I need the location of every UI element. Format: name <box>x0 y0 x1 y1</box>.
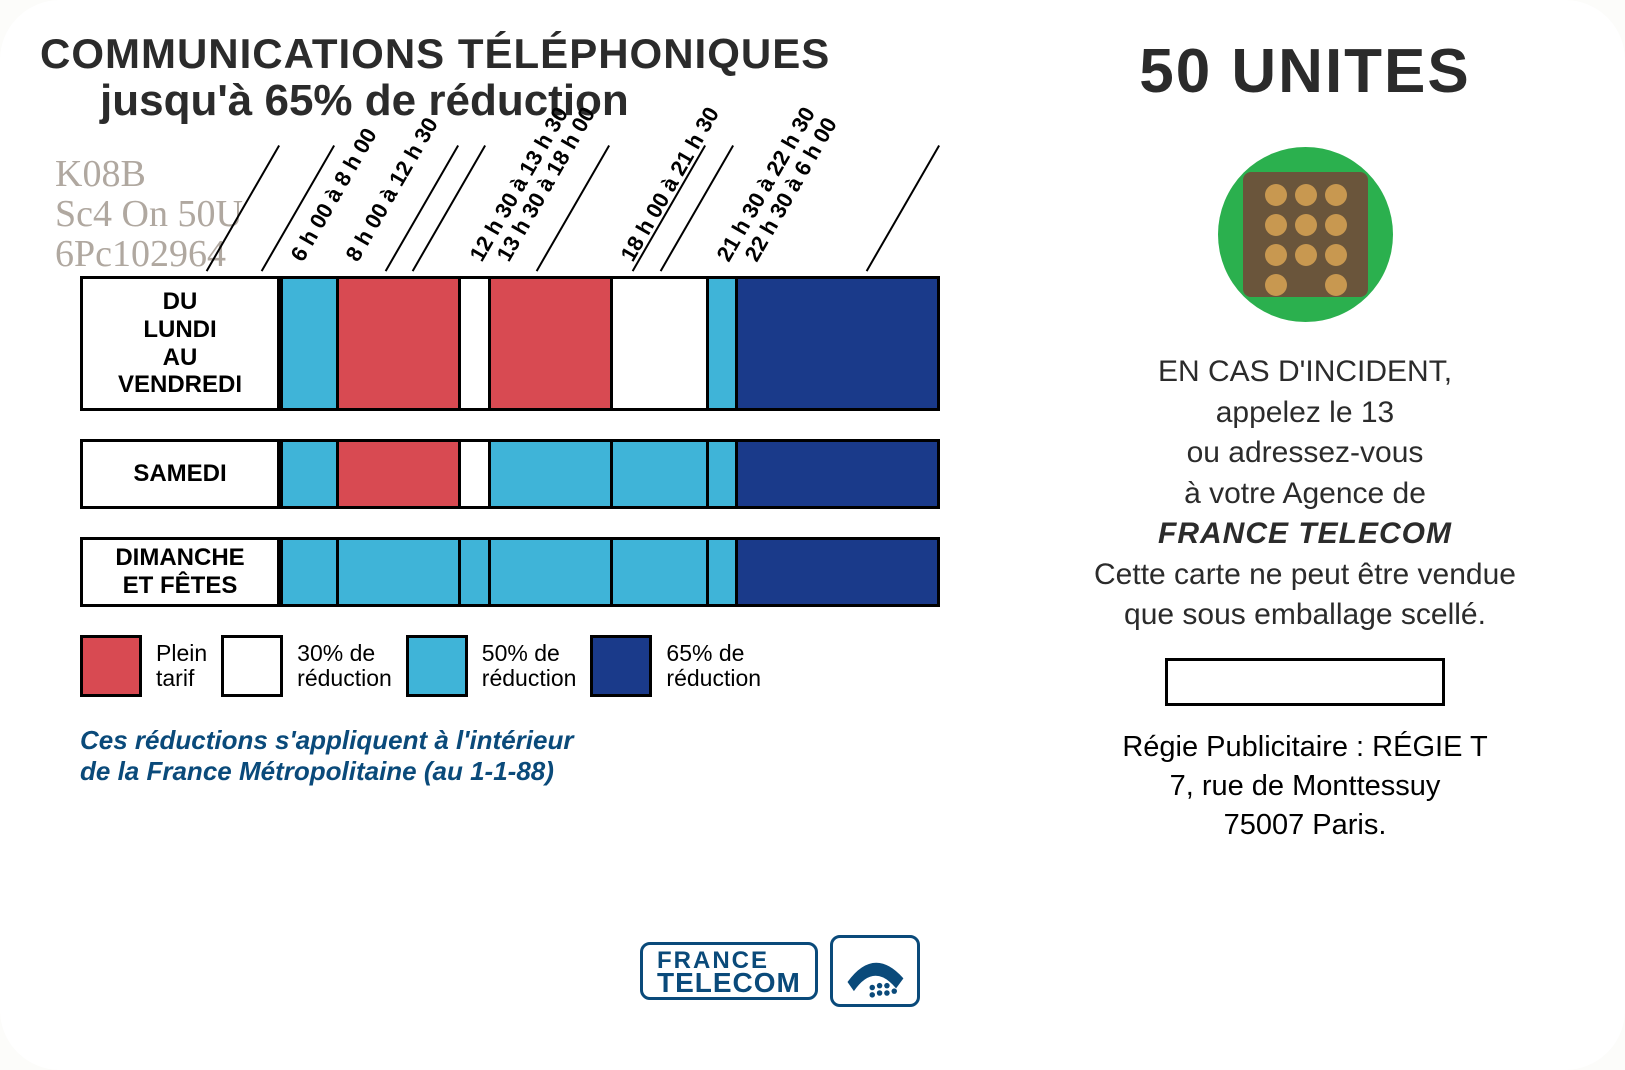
chip-contact-dot <box>1295 184 1317 206</box>
right-panel: 50 UNITES EN CAS D'INCIDENT, appelez le … <box>1025 30 1585 845</box>
tariff-segment <box>709 540 736 604</box>
tariff-row: DULUNDIAUVENDREDI <box>80 276 950 411</box>
tariff-segment <box>491 279 610 408</box>
regie-line: Régie Publicitaire : RÉGIE T <box>1025 728 1585 767</box>
incident-info: EN CAS D'INCIDENT, appelez le 13 ou adre… <box>1025 352 1585 636</box>
sale-line: que sous emballage scellé. <box>1025 595 1585 636</box>
footnote-line2: de la France Métropolitaine (au 1-1-88) <box>80 756 970 787</box>
tariff-segment <box>491 442 610 506</box>
chip-contact-dot <box>1265 244 1287 266</box>
legend-swatch <box>221 635 283 697</box>
chip-contact-dot <box>1295 244 1317 266</box>
sale-line: Cette carte ne peut être vendue <box>1025 555 1585 596</box>
tariff-segment <box>613 442 706 506</box>
main-title: COMMUNICATIONS TÉLÉPHONIQUES <box>40 30 970 78</box>
chip-contact-dot <box>1325 184 1347 206</box>
time-divider-line <box>866 145 940 272</box>
row-label: DULUNDIAUVENDREDI <box>80 276 280 411</box>
chip-contact-dot <box>1265 184 1287 206</box>
incident-line: EN CAS D'INCIDENT, <box>1025 352 1585 393</box>
telecard-back: COMMUNICATIONS TÉLÉPHONIQUES jusqu'à 65%… <box>0 0 1625 1070</box>
chip-contact-dot <box>1325 244 1347 266</box>
legend-item: 30% deréduction <box>221 635 392 697</box>
incident-line: ou adressez-vous <box>1025 433 1585 474</box>
ft-logo-line2: TELECOM <box>657 971 801 995</box>
legend-item: 50% deréduction <box>406 635 577 697</box>
legend-label: 50% deréduction <box>482 641 577 692</box>
row-bars <box>280 537 940 607</box>
chip-icon <box>1243 172 1368 297</box>
tariff-segment <box>613 540 706 604</box>
tariff-segment <box>709 442 736 506</box>
tariff-segment <box>738 540 937 604</box>
chip-contact-dot <box>1265 274 1287 296</box>
serial-box <box>1165 658 1445 706</box>
time-header-cell: 21 h 30 à 22 h 30 <box>706 146 734 276</box>
brand-line: FRANCE TELECOM <box>1025 514 1585 555</box>
tariff-row: DIMANCHEET FÊTES <box>80 537 950 607</box>
regie-info: Régie Publicitaire : RÉGIE T 7, rue de M… <box>1025 728 1585 845</box>
tariff-segment <box>283 442 336 506</box>
time-header-cell: 18 h 00 à 21 h 30 <box>610 146 706 276</box>
tariff-segment <box>738 442 937 506</box>
tariff-segment <box>613 279 706 408</box>
tariff-segment <box>738 279 937 408</box>
row-label: DIMANCHEET FÊTES <box>80 537 280 607</box>
footnote: Ces réductions s'appliquent à l'intérieu… <box>80 725 970 787</box>
row-label: SAMEDI <box>80 439 280 509</box>
time-header-cell: 6 h 00 à 8 h 00 <box>280 146 335 276</box>
chip-contact-dot <box>1325 274 1347 296</box>
row-bars <box>280 439 940 509</box>
tariff-row: SAMEDI <box>80 439 950 509</box>
legend-label: Pleintarif <box>156 641 207 692</box>
chip-contact-dot <box>1325 214 1347 236</box>
regie-line: 7, rue de Monttessuy <box>1025 767 1585 806</box>
tariff-segment <box>283 540 336 604</box>
tariff-segment <box>461 279 488 408</box>
tariff-segment <box>461 540 488 604</box>
tariff-segment <box>339 442 458 506</box>
legend-label: 65% deréduction <box>666 641 761 692</box>
tariff-segment <box>461 442 488 506</box>
tariff-chart: 6 h 00 à 8 h 008 h 00 à 12 h 3012 h 30 à… <box>40 146 950 607</box>
chip-contact <box>1218 147 1393 322</box>
legend-label: 30% deréduction <box>297 641 392 692</box>
france-telecom-logo: FRANCE TELECOM <box>640 942 818 1000</box>
tariff-segment <box>283 279 336 408</box>
legend-swatch <box>406 635 468 697</box>
footnote-line1: Ces réductions s'appliquent à l'intérieu… <box>80 725 970 756</box>
chip-contact-dot <box>1295 214 1317 236</box>
time-header-cell: 8 h 00 à 12 h 30 <box>335 146 459 276</box>
tariff-segment <box>709 279 736 408</box>
tariff-segment <box>339 540 458 604</box>
incident-line: appelez le 13 <box>1025 393 1585 434</box>
legend: Pleintarif 30% deréduction 50% deréduction… <box>80 635 970 697</box>
legend-swatch <box>590 635 652 697</box>
left-panel: COMMUNICATIONS TÉLÉPHONIQUES jusqu'à 65%… <box>40 30 970 787</box>
time-headers: 6 h 00 à 8 h 008 h 00 à 12 h 3012 h 30 à… <box>280 146 950 276</box>
legend-item: Pleintarif <box>80 635 207 697</box>
time-header-cell: 13 h 30 à 18 h 00 <box>486 146 610 276</box>
row-bars <box>280 276 940 411</box>
legend-item: 65% deréduction <box>590 635 761 697</box>
unit-count: 50 UNITES <box>1025 36 1585 107</box>
chip-contact-dot <box>1265 214 1287 236</box>
phone-dial-icon <box>830 935 920 1007</box>
tariff-segment <box>339 279 458 408</box>
time-header-cell: 12 h 30 à 13 h 30 <box>459 146 487 276</box>
time-header-cell: 22 h 30 à 6 h 00 <box>734 146 940 276</box>
incident-line: à votre Agence de <box>1025 474 1585 515</box>
regie-line: 75007 Paris. <box>1025 806 1585 845</box>
france-telecom-logo-row: FRANCE TELECOM <box>640 935 920 1007</box>
legend-swatch <box>80 635 142 697</box>
tariff-segment <box>491 540 610 604</box>
tariff-rows: DULUNDIAUVENDREDI SAMEDI DIMANCHEET FÊTES <box>80 276 950 607</box>
